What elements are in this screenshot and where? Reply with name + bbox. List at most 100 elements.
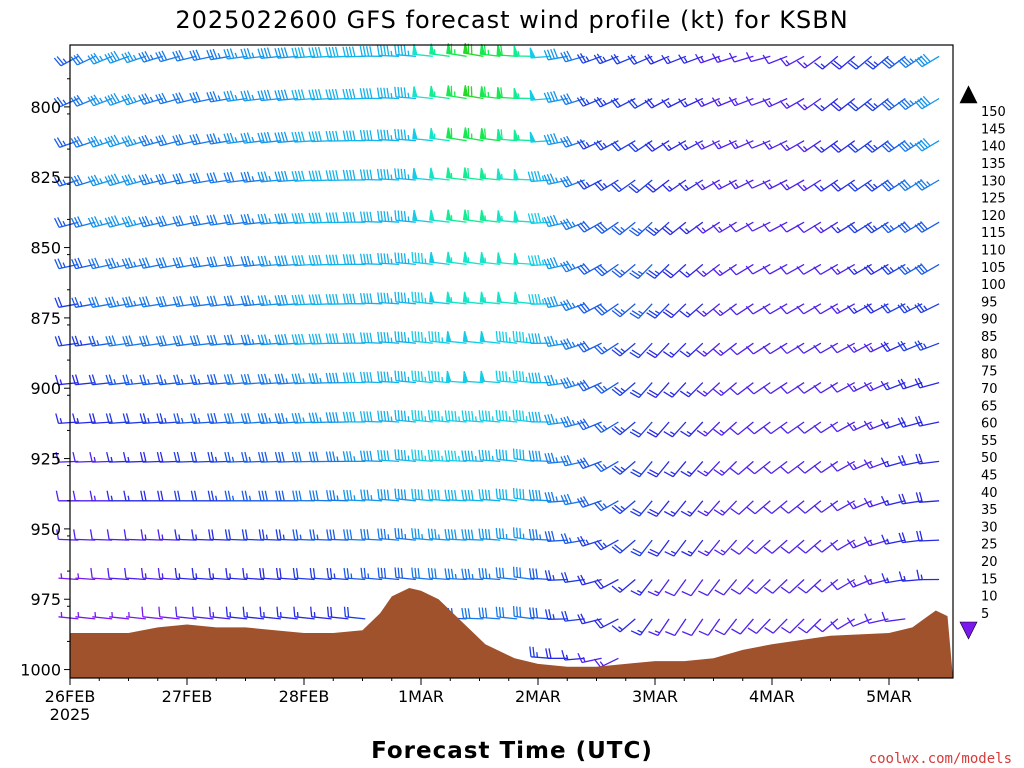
barb-full (762, 305, 771, 315)
barb-full (332, 333, 336, 344)
wind-barb (846, 460, 872, 471)
barb-shaft (837, 539, 856, 551)
barb-half (686, 391, 692, 396)
barb-shaft (601, 382, 619, 394)
barb-full (543, 336, 549, 347)
wind-barb (797, 500, 822, 514)
barb-full (450, 568, 454, 579)
barb-full (124, 52, 131, 62)
wind-barb (394, 252, 416, 266)
wind-barb (240, 295, 265, 307)
barb-half (718, 309, 724, 315)
wind-barb (359, 332, 383, 344)
wind-barb (70, 135, 96, 148)
barb-full (531, 294, 535, 305)
wind-barb (478, 489, 501, 502)
barb-full (846, 422, 855, 431)
barb-full (193, 413, 198, 424)
wind-barb (527, 254, 551, 267)
barb-half (602, 385, 608, 391)
barb-shaft (786, 342, 805, 355)
wind-barb (678, 140, 704, 151)
y-tick-label: 975 (30, 590, 61, 609)
barb-half (555, 496, 559, 502)
barb-shaft (547, 421, 568, 426)
barb-half (333, 573, 336, 579)
barb-full (632, 508, 642, 515)
barb-shaft (657, 618, 670, 636)
barb-shaft (737, 382, 754, 396)
barb-full (277, 47, 282, 58)
wind-barb (208, 567, 231, 581)
wind-barb (594, 263, 619, 277)
barb-half (424, 337, 427, 343)
barb-full (54, 374, 60, 385)
wind-barb (342, 46, 366, 58)
barb-full (257, 214, 262, 225)
barb-shaft (110, 55, 130, 64)
wind-barb (679, 263, 704, 278)
barb-shaft (637, 263, 653, 280)
wind-barb (796, 421, 822, 434)
barb-half (113, 379, 117, 385)
wind-barb (627, 54, 653, 65)
barb-full (331, 89, 336, 100)
barb-full (291, 294, 296, 306)
wind-barb (411, 449, 433, 463)
barb-full (141, 257, 147, 268)
barb-full (261, 490, 265, 501)
wind-barb (411, 251, 433, 266)
wind-barb (662, 303, 687, 319)
barb-full (141, 135, 148, 146)
barb-full (547, 570, 552, 581)
barb-half (268, 175, 272, 182)
wind-barb (461, 607, 484, 620)
barb-full (359, 253, 363, 264)
wind-barb (445, 291, 467, 305)
wind-barb (191, 567, 214, 581)
wind-barb (411, 409, 433, 423)
barb-full (281, 451, 285, 462)
barb-full (348, 88, 353, 99)
barb-full (244, 529, 248, 540)
barb-full (158, 51, 165, 62)
barb-full (495, 409, 498, 421)
wind-barb (628, 179, 653, 194)
barb-full (246, 171, 252, 182)
barb-half (299, 534, 302, 540)
barb-full (515, 331, 519, 342)
barb-full (55, 451, 60, 463)
barb-full (110, 216, 117, 226)
barb-half (571, 380, 576, 386)
barb-shaft (497, 576, 518, 581)
barb-full (121, 297, 127, 308)
barb-full (125, 413, 130, 424)
barb-full (830, 463, 838, 472)
barb-half (484, 297, 487, 303)
barb-full (90, 136, 97, 147)
barb-full (274, 334, 279, 345)
barb-half (654, 310, 660, 315)
barb-full (88, 413, 93, 424)
barb-full (728, 223, 737, 233)
barb-full (178, 134, 184, 144)
barb-full (484, 528, 488, 540)
credit-text: coolwx.com/models (869, 751, 1012, 767)
barb-full (537, 212, 542, 223)
wind-barb (394, 291, 416, 305)
wind-barb (663, 460, 687, 478)
barb-flag (429, 251, 435, 264)
barb-full (596, 96, 604, 106)
barb-flag (479, 167, 486, 180)
barb-full (464, 450, 468, 461)
barb-full (377, 252, 380, 264)
barb-full (897, 417, 904, 428)
barb-half (251, 299, 255, 305)
barb-full (284, 170, 289, 181)
barb-half (353, 456, 356, 462)
barb-full (498, 607, 502, 618)
barb-shaft (583, 221, 602, 233)
wind-barb (729, 382, 754, 396)
barb-full (328, 130, 333, 142)
wind-barb (325, 88, 349, 101)
